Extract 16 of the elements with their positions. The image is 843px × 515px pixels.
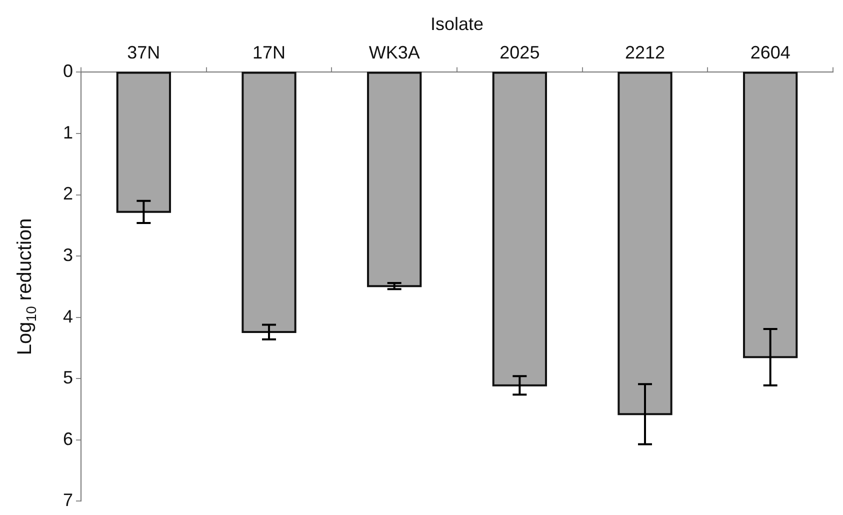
x-tick-label: 2212 [624,42,666,62]
x-tick-label: 2025 [500,42,540,62]
y-tick-label: 6 [62,428,74,449]
x-tick-label: 37N [127,42,160,62]
y-tick-label: 1 [62,122,74,142]
x-tick-label: 17N [252,42,286,62]
y-tick-label: 3 [62,245,74,266]
x-tick-label: WK3A [368,42,420,62]
x-axis-title: Isolate [430,14,484,34]
y-tick-label: 5 [62,368,74,388]
y-tick-label: 0 [62,61,74,82]
y-tick-label: 4 [62,306,74,326]
y-tick-label: 7 [62,490,74,510]
x-tick-label: 2604 [750,42,790,62]
y-tick-label: 2 [62,184,74,204]
y-axis-title: Log10 reduction [14,218,39,356]
